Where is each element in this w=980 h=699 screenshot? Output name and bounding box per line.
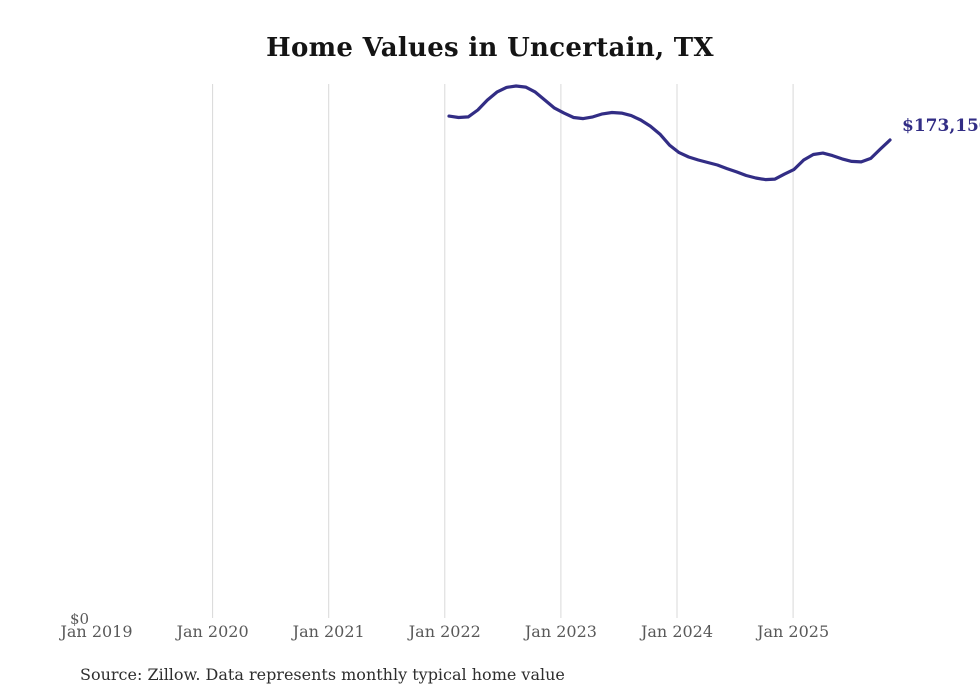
x-tick-label: Jan 2021 bbox=[292, 622, 365, 641]
y-axis-zero-label: $0 bbox=[70, 610, 90, 628]
home-value-line bbox=[447, 84, 892, 182]
x-tick-label: Jan 2024 bbox=[640, 622, 714, 641]
x-tick-label: Jan 2022 bbox=[408, 622, 481, 641]
x-tick-label: Jan 2023 bbox=[524, 622, 597, 641]
x-tick-label: Jan 2019 bbox=[60, 622, 133, 641]
latest-value-label: $173,150 bbox=[902, 116, 980, 136]
chart-title: Home Values in Uncertain, TX bbox=[266, 33, 714, 63]
x-tick-label: Jan 2020 bbox=[176, 622, 249, 641]
source-note: Source: Zillow. Data represents monthly … bbox=[80, 665, 565, 684]
x-tick-label: Jan 2025 bbox=[757, 622, 830, 641]
